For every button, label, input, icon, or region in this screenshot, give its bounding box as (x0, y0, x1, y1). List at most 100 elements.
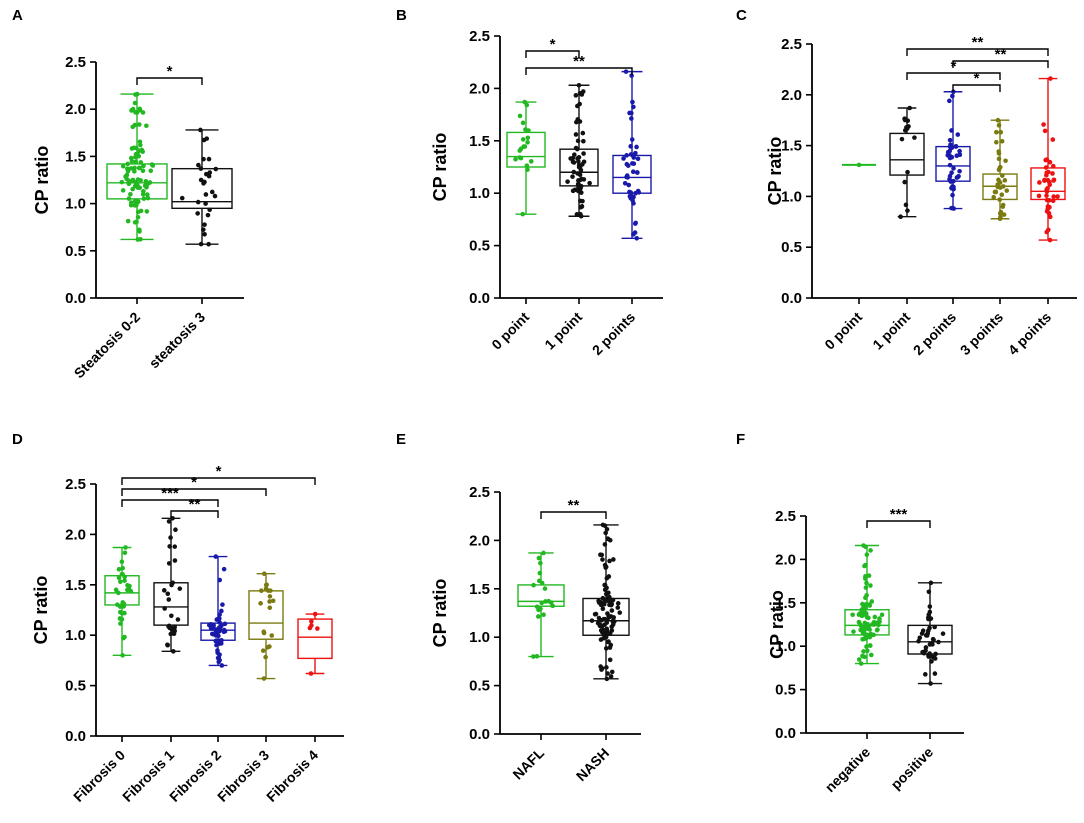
data-point (996, 156, 1002, 162)
data-point (597, 622, 603, 627)
data-point (917, 635, 923, 641)
data-point (859, 607, 864, 613)
data-point (120, 653, 125, 658)
data-point (593, 611, 599, 617)
data-point (213, 627, 219, 632)
data-point (605, 639, 611, 645)
data-point (947, 162, 953, 168)
data-point (603, 530, 608, 536)
data-point (905, 169, 910, 175)
data-point (993, 189, 998, 195)
significance-bracket: * (525, 36, 580, 58)
data-point (260, 648, 266, 653)
data-point (124, 172, 130, 178)
data-point (932, 671, 938, 676)
data-point (580, 198, 585, 204)
data-point (263, 654, 268, 660)
data-point (610, 597, 616, 603)
data-point (206, 156, 212, 162)
data-point (132, 122, 138, 128)
data-point (904, 125, 909, 130)
data-point (1044, 157, 1050, 162)
data-point (1044, 170, 1050, 175)
bracket-line (525, 50, 580, 58)
data-point (132, 100, 138, 106)
data-point (867, 643, 873, 648)
category-label: 0 point (488, 309, 532, 353)
data-point (172, 558, 178, 563)
data-point (947, 137, 953, 143)
data-point (635, 156, 641, 162)
y-tick-label: 2.5 (65, 54, 86, 71)
data-point (270, 598, 276, 604)
panel-label: F (736, 431, 745, 448)
data-point (141, 188, 146, 194)
y-tick-label: 0.0 (775, 725, 796, 742)
data-point (542, 586, 548, 591)
data-point (994, 139, 999, 145)
data-point (165, 642, 170, 648)
data-point (132, 220, 138, 225)
data-point (587, 180, 592, 186)
y-axis-title: CP ratio (32, 146, 52, 215)
data-point (930, 636, 936, 642)
data-point (520, 211, 526, 217)
data-point (119, 179, 125, 185)
y-tick-label: 2.5 (781, 36, 802, 53)
data-point (626, 182, 632, 188)
y-tick-label: 2.0 (781, 87, 802, 104)
y-tick-label: 0.5 (469, 678, 490, 695)
y-tick-label: 0.5 (781, 239, 802, 256)
data-point (141, 163, 146, 169)
data-point (956, 174, 961, 179)
data-point (1042, 128, 1048, 134)
significance-bracket: * (136, 63, 203, 85)
box-3: Fibrosis 2 (166, 554, 236, 805)
panel-label: E (396, 431, 406, 448)
category-label: 3 points (957, 309, 1006, 358)
data-point (628, 152, 634, 157)
iqr-box (889, 132, 925, 176)
data-point (997, 211, 1003, 216)
data-point (630, 161, 635, 166)
data-point (166, 561, 172, 566)
data-point (171, 649, 176, 654)
significance-bracket: *** (866, 506, 931, 528)
data-point (536, 607, 541, 613)
data-point (925, 631, 931, 636)
data-point (536, 555, 542, 561)
data-point (148, 168, 154, 174)
data-point (122, 578, 127, 583)
data-point (219, 608, 224, 614)
data-point (609, 601, 615, 607)
data-point (133, 145, 139, 151)
data-point (605, 671, 610, 676)
bracket-line (121, 477, 316, 485)
data-point (851, 629, 856, 634)
data-point (539, 580, 545, 586)
data-point (1050, 171, 1055, 176)
data-point (581, 151, 586, 156)
data-point (635, 170, 640, 175)
data-point (128, 192, 133, 197)
data-point (902, 179, 907, 185)
data-point (899, 136, 905, 142)
iqr-box (612, 154, 652, 194)
data-point (526, 128, 531, 133)
panel-label: C (736, 7, 747, 24)
data-point (119, 617, 125, 622)
y-tick-label: 2.5 (775, 508, 796, 525)
data-point (953, 144, 959, 149)
data-point (575, 171, 580, 176)
data-point (525, 135, 531, 141)
y-tick-label: 1.5 (65, 577, 86, 594)
data-point (120, 188, 126, 193)
data-point (604, 526, 610, 532)
y-tick-label: 2.5 (469, 28, 490, 45)
data-point (124, 176, 130, 182)
data-point (611, 557, 616, 562)
y-tick-label: 1.5 (469, 133, 490, 150)
data-point (866, 623, 871, 629)
data-point (198, 177, 204, 183)
data-point (628, 190, 634, 195)
